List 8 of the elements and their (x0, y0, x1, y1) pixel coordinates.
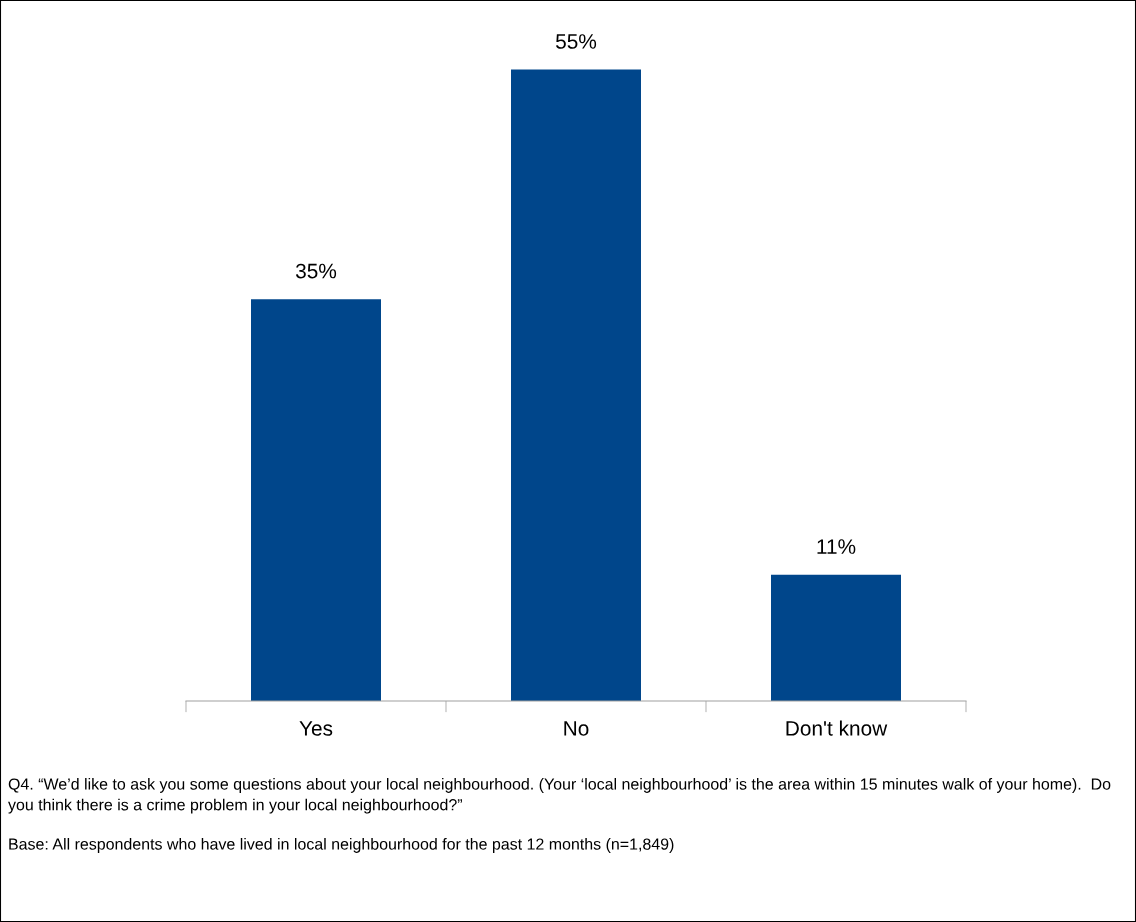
x-tick-label: Don't know (786, 720, 888, 736)
data-label: 35% (295, 263, 337, 279)
text: Q4. “We’d like to ask you some questions about your local neighbourhood. (Your ‘local neighbourhood’ is the area within 15 minutes walk of your home). Do you think there is a crime problem in your local neighbourhood?” (8, 778, 1111, 814)
text: Base: All respondents who have lived in local neighbourhood for the past 12 months (n=1,849) (9, 838, 674, 853)
data-label: 11% (817, 539, 856, 554)
x-tick-label: Yes (299, 721, 333, 736)
data-label: 55% (555, 34, 597, 49)
x-tick-label: No (564, 721, 589, 736)
